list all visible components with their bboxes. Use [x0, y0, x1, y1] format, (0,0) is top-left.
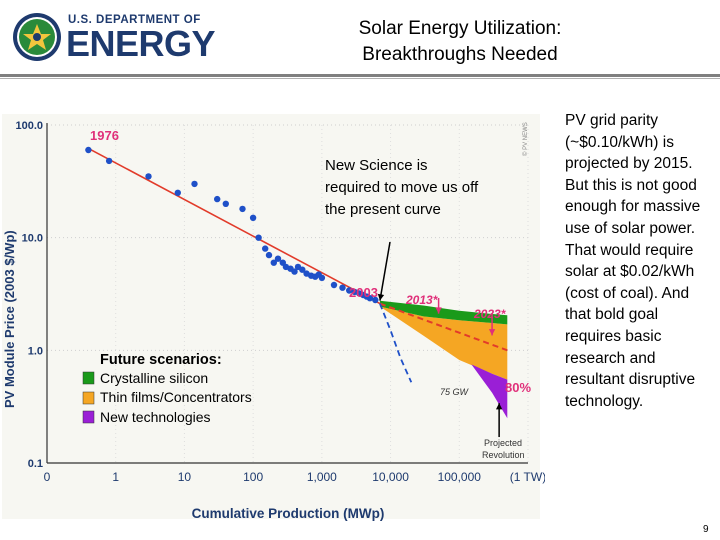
x-axis-label: Cumulative Production (MWp) — [192, 506, 385, 521]
y-axis-label: PV Module Price (2003 $/Wp) — [2, 230, 17, 408]
annotation-arrow-head — [377, 293, 385, 301]
data-point — [339, 284, 346, 291]
copyright-label: © PV NEWS — [522, 122, 529, 156]
x-tick-label: 1,000 — [307, 470, 337, 484]
scenario-bands — [379, 300, 508, 419]
data-point — [366, 295, 374, 302]
slide-header: U.S. DEPARTMENT OF ENERGY Solar Energy U… — [0, 0, 720, 82]
chart-axes — [46, 123, 528, 464]
legend-swatch-thin-film — [82, 391, 95, 405]
label-1976: 1976 — [90, 128, 119, 143]
data-point — [265, 251, 273, 259]
annotation-text: New Science is required to move us off t… — [325, 157, 482, 218]
data-point — [299, 266, 306, 273]
thin-film-band — [379, 306, 508, 380]
data-point — [222, 200, 229, 207]
legend-item-new-tech: New technologies — [100, 409, 211, 425]
y-tick-label: 100.0 — [15, 120, 43, 132]
data-point — [249, 214, 257, 221]
slide-title-line2: Breakthroughs Needed — [362, 44, 558, 65]
label-revolution-line2: Revolution — [482, 450, 525, 460]
label-revolution-line1: Projected — [484, 438, 522, 448]
x-tick-label: 10 — [178, 470, 192, 484]
y-tick-label: 1.0 — [28, 345, 43, 357]
legend-swatch-crystalline — [82, 371, 95, 385]
historical-trend-line — [88, 147, 381, 305]
data-point — [274, 255, 282, 262]
side-commentary: PV grid parity (~$0.10/kWh) is projected… — [565, 112, 701, 410]
legend-title: Future scenarios: — [100, 352, 222, 368]
data-point — [346, 287, 353, 294]
data-point — [291, 268, 298, 275]
label-2013: 2013* — [405, 293, 439, 307]
historical-points — [85, 146, 379, 304]
x-tick-label: 100 — [243, 470, 263, 484]
annotation-line3: the present curve — [325, 201, 441, 218]
legend-item-crystalline: Crystalline silicon — [100, 370, 208, 386]
legend: Future scenarios: Crystalline silicon Th… — [82, 352, 252, 425]
data-point — [372, 296, 379, 304]
tick-labels: 100.0 10.0 1.0 0.10 1 10 100 1,000 10,000 100,000… — [15, 120, 545, 484]
legend-item-thin-film: Thin films/Concentrators — [100, 389, 252, 405]
annotation-line2: required to move us off — [325, 179, 479, 196]
x-tick-label: 10,000 — [372, 470, 409, 484]
label-80-percent: 80% — [505, 380, 531, 395]
annotation-line1: New Science is — [325, 157, 428, 174]
arrow-2023-head — [488, 329, 496, 336]
header-divider — [0, 74, 720, 77]
revolution-curve — [379, 303, 413, 383]
data-point — [85, 146, 92, 154]
data-point — [255, 234, 262, 241]
crystalline-band — [379, 300, 508, 325]
agency-logo-text: ENERGY — [66, 23, 216, 64]
x-tick-label: (1 TW) — [510, 470, 545, 484]
label-2003: 2003 — [349, 285, 378, 300]
x-tick-label: 1 — [112, 470, 119, 484]
legend-swatch-new-tech — [82, 410, 95, 424]
header-divider-thin — [0, 78, 720, 79]
trend-lines — [88, 147, 508, 383]
chart-annotations: 1976 2003 2013* 2023* 75 GW 80% Projected Revol… — [90, 128, 531, 460]
data-point — [174, 189, 181, 196]
y-tick-label: 0.1 — [28, 458, 43, 470]
new-tech-band — [471, 364, 508, 419]
page-number: 9 — [703, 524, 709, 535]
arrow-revolution-head — [495, 403, 503, 410]
arrow-2013-head — [435, 307, 442, 314]
trend-extension-line — [379, 302, 508, 352]
data-point — [145, 173, 152, 180]
y-tick-label: 10.0 — [22, 233, 43, 245]
slide-title: Solar Energy Utilization: Breakthroughs … — [290, 16, 630, 68]
doe-seal-icon — [13, 13, 61, 61]
data-point — [318, 274, 326, 281]
label-75-gw: 75 GW — [440, 387, 470, 397]
x-tick-label: 100,000 — [438, 470, 482, 484]
x-tick-label: 0 — [44, 470, 51, 484]
agency-small-text: U.S. DEPARTMENT OF — [68, 14, 201, 26]
slide-title-line1: Solar Energy Utilization: — [358, 18, 562, 39]
data-point — [239, 205, 246, 213]
data-point — [214, 195, 221, 203]
data-point — [330, 281, 338, 289]
label-2023: 2023* — [473, 307, 507, 321]
annotation-arrow — [379, 241, 391, 301]
pv-price-chart: 100.0 10.0 1.0 0.10 1 10 100 1,000 10,000 100,000… — [2, 114, 545, 521]
data-point — [270, 259, 277, 266]
data-point — [262, 245, 269, 252]
data-point — [191, 180, 198, 188]
data-point — [105, 157, 113, 165]
